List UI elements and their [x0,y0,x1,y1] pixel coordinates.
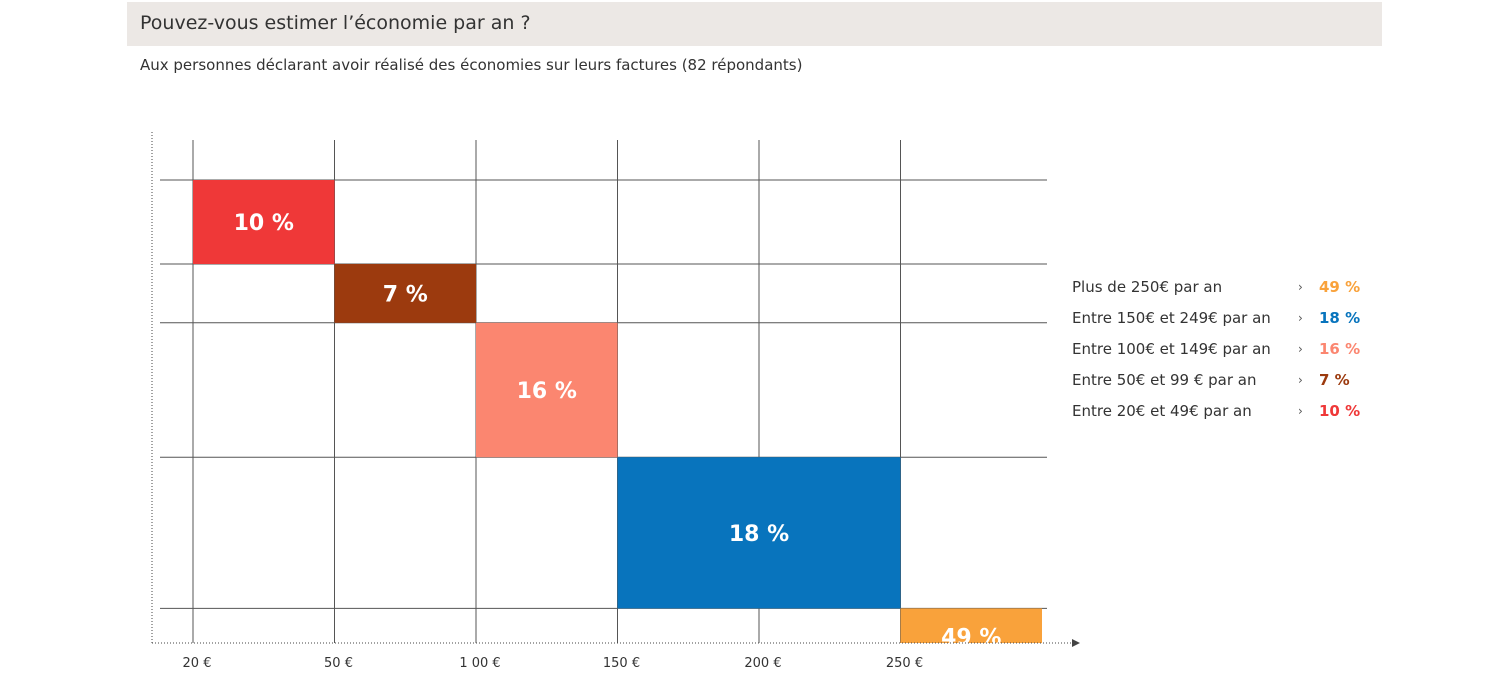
legend-label: Entre 150€ et 249€ par an [1072,308,1271,327]
legend-label: Entre 50€ et 99 € par an [1072,370,1257,389]
legend-value: 16 % [1319,339,1361,358]
chevron-right-icon: › [1298,279,1303,294]
x-tick-label: 150 € [603,656,640,671]
legend-entry: Plus de 250€ par an › 49 % [1072,271,1360,302]
bar-value-label: 7 % [383,282,428,307]
chevron-right-icon: › [1298,341,1303,356]
bar-2 [334,264,476,323]
legend-entry: Entre 100€ et 149€ par an › 16 % [1072,333,1360,364]
bar-3 [476,322,618,458]
x-tick-label: 250 € [886,656,923,671]
page-subtitle: Aux personnes déclarant avoir réalisé de… [140,56,803,74]
legend-value: 49 % [1319,277,1361,296]
x-tick-label: 1 00 € [459,656,500,671]
legend-value: 10 % [1319,401,1361,420]
bar-value-label: 49 % [941,625,1001,650]
legend-entry: Entre 50€ et 99 € par an › 7 % [1072,364,1360,395]
legend-value: 18 % [1319,308,1361,327]
chevron-right-icon: › [1298,310,1303,325]
page-title: Pouvez-vous estimer l’économie par an ? [140,12,531,34]
bar-4 [617,457,901,609]
bar-1 [193,180,335,264]
chevron-right-icon: › [1298,372,1303,387]
legend-label: Plus de 250€ par an [1072,277,1223,296]
x-tick-label: 200 € [744,656,781,671]
legend-entry: Entre 20€ et 49€ par an › 10 % [1072,395,1360,426]
legend-value: 7 % [1319,370,1350,389]
chevron-right-icon: › [1298,403,1303,418]
bar-value-label: 18 % [729,522,789,547]
x-axis-arrow-icon [1072,639,1080,647]
bar-value-label: 16 % [517,379,577,404]
legend-entry: Entre 150€ et 249€ par an › 18 % [1072,302,1360,333]
legend-label: Entre 20€ et 49€ par an [1072,401,1252,420]
x-tick-label: 50 € [324,656,353,671]
legend-label: Entre 100€ et 149€ par an [1072,339,1271,358]
bar-5 [900,608,1042,643]
legend: Plus de 250€ par an › 49 % Entre 150€ et 24… [1072,271,1360,426]
bar-value-label: 10 % [234,211,294,236]
x-tick-label: 20 € [183,656,212,671]
title-bar: Pouvez-vous estimer l’économie par an ? [127,2,1382,46]
